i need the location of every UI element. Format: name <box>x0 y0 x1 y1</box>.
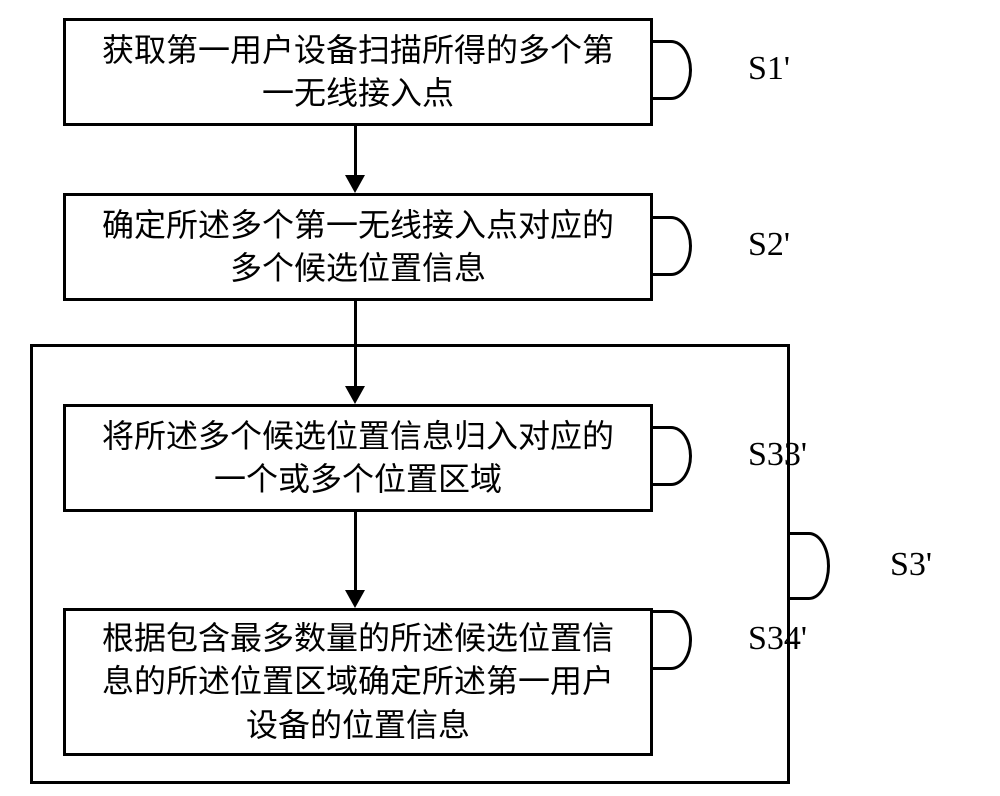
arrow-1-line <box>354 126 357 177</box>
step-s34-line3: 设备的位置信息 <box>246 707 470 743</box>
curve-s33 <box>650 426 692 486</box>
arrow-3-line <box>354 512 357 592</box>
step-s1: 获取第一用户设备扫描所得的多个第 一无线接入点 <box>63 18 653 126</box>
curve-s3 <box>788 532 830 600</box>
step-s1-line2: 一无线接入点 <box>262 75 454 111</box>
step-s2: 确定所述多个第一无线接入点对应的 多个候选位置信息 <box>63 193 653 301</box>
step-s2-line2: 多个候选位置信息 <box>230 250 486 286</box>
step-s1-line1: 获取第一用户设备扫描所得的多个第 <box>102 32 614 68</box>
curve-s2 <box>650 216 692 276</box>
step-s33-line1: 将所述多个候选位置信息归入对应的 <box>102 418 614 454</box>
label-s3: S3' <box>890 546 932 584</box>
step-s33-line2: 一个或多个位置区域 <box>214 461 502 497</box>
label-s34: S34' <box>748 620 807 658</box>
label-s33: S33' <box>748 436 807 474</box>
step-s34-line1: 根据包含最多数量的所述候选位置信 <box>102 620 614 656</box>
curve-s1 <box>650 40 692 100</box>
step-s34: 根据包含最多数量的所述候选位置信 息的所述位置区域确定所述第一用户 设备的位置信… <box>63 608 653 756</box>
flowchart-canvas: 获取第一用户设备扫描所得的多个第 一无线接入点 S1' 确定所述多个第一无线接入… <box>0 0 1000 796</box>
step-s33: 将所述多个候选位置信息归入对应的 一个或多个位置区域 <box>63 404 653 512</box>
step-s2-line1: 确定所述多个第一无线接入点对应的 <box>102 207 614 243</box>
arrow-3-head <box>345 590 365 608</box>
step-s34-line2: 息的所述位置区域确定所述第一用户 <box>102 663 614 699</box>
arrow-1-head <box>345 175 365 193</box>
curve-s34 <box>650 610 692 670</box>
label-s1: S1' <box>748 50 790 88</box>
label-s2: S2' <box>748 226 790 264</box>
